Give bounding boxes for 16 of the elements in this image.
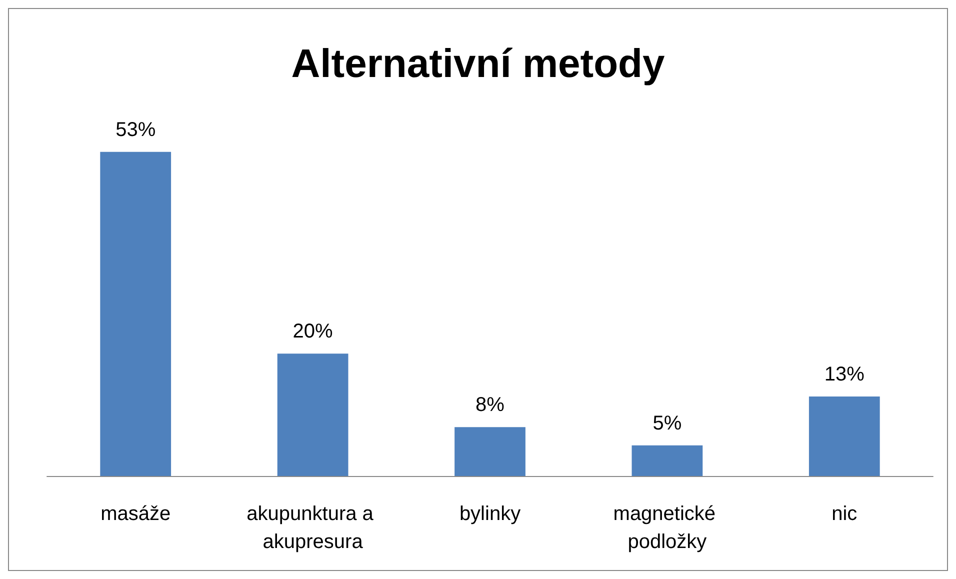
x-tick-label: magnetické podložky: [613, 503, 722, 553]
x-tick-label: masáže: [100, 503, 171, 525]
bar: [632, 445, 703, 476]
data-label: 13%: [824, 363, 865, 386]
data-label: 5%: [652, 412, 682, 434]
data-label: 8%: [476, 394, 505, 416]
chart-title: Alternativní metody: [291, 42, 666, 86]
bar: [454, 427, 526, 476]
x-tick-label: bylinky: [459, 503, 521, 525]
data-label: 53%: [116, 118, 156, 141]
bar: [808, 396, 880, 476]
x-tick-label: akupunktura a akupresura: [246, 503, 379, 553]
bar: [277, 354, 348, 476]
bar: [100, 152, 172, 476]
x-tick-label: nic: [832, 503, 858, 525]
data-label: 20%: [292, 320, 334, 343]
